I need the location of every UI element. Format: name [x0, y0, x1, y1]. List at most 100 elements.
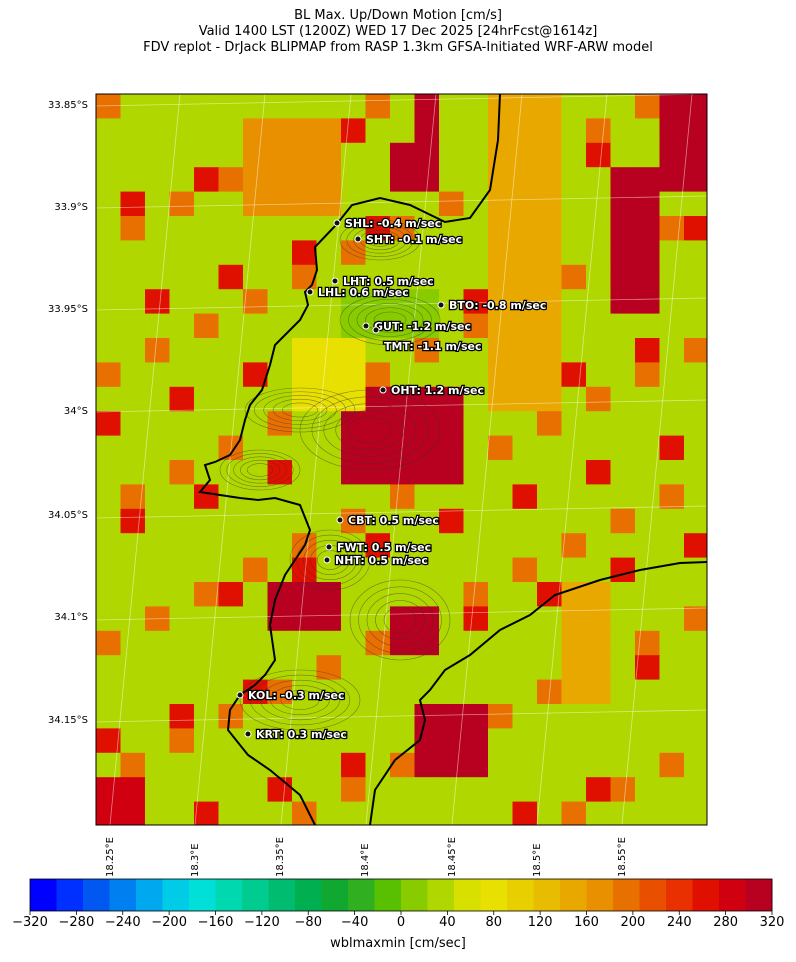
lon-label-1: 18.25°E — [105, 837, 116, 877]
grid-cell — [684, 362, 707, 388]
grid-cell — [684, 484, 707, 510]
grid-cell — [537, 435, 563, 461]
grid-cell — [488, 240, 514, 266]
grid-cell — [561, 801, 587, 825]
station-marker — [306, 288, 314, 296]
grid-cell — [96, 191, 122, 217]
grid-cell — [684, 777, 707, 803]
lat-label-3: 33.95°S — [48, 304, 88, 315]
grid-cell — [96, 264, 122, 290]
grid-cell — [341, 582, 367, 607]
grid-cell — [610, 191, 636, 217]
grid-cell — [586, 508, 612, 534]
grid-cell — [365, 435, 391, 461]
grid-cell — [243, 338, 269, 363]
grid-cell — [439, 801, 465, 825]
grid-cell — [463, 460, 489, 485]
grid-cell — [659, 142, 685, 168]
grid-cell — [96, 582, 122, 607]
grid-cell — [439, 289, 465, 315]
map-title-line-3: FDV replot - DrJack BLIPMAP from RASP 1.… — [143, 40, 653, 55]
grid-cell — [267, 533, 293, 559]
grid-cell — [463, 777, 489, 803]
grid-cell — [267, 704, 293, 729]
grid-cell — [96, 118, 122, 144]
grid-cell — [145, 386, 171, 412]
terrain-contour — [239, 669, 361, 731]
grid-cell — [659, 240, 685, 266]
grid-cell — [512, 777, 538, 803]
grid-cell — [561, 728, 587, 754]
grid-cell — [463, 94, 489, 119]
grid-cell — [684, 264, 707, 290]
grid-cell — [561, 386, 587, 412]
grid-cell — [169, 777, 195, 803]
grid-cell — [463, 142, 489, 168]
grid-cell — [316, 167, 342, 193]
grid-cell — [316, 801, 342, 825]
grid-cell — [537, 460, 563, 485]
grid-cell — [292, 801, 318, 825]
grid-cell — [610, 630, 636, 656]
grid-cell — [267, 313, 293, 339]
grid-cell — [414, 240, 440, 266]
grid-cell — [537, 313, 563, 339]
grid-cell — [463, 533, 489, 559]
grid-cell — [512, 728, 538, 754]
grid-cell — [194, 752, 220, 778]
grid-cell — [635, 289, 661, 315]
grid-cell — [439, 655, 465, 681]
grid-cell — [96, 216, 122, 241]
colorbar-swatch — [401, 879, 428, 911]
terrain-contour — [366, 233, 394, 247]
grid-cell — [292, 679, 318, 705]
grid-cell — [390, 728, 416, 754]
terrain-contour — [366, 593, 434, 647]
grid-cell — [586, 533, 612, 559]
terrain-contour — [263, 395, 337, 425]
grid-cell — [512, 167, 538, 193]
colorbar-swatch — [427, 879, 455, 911]
grid-cell — [561, 289, 587, 315]
terrain-contour — [349, 579, 451, 661]
grid-cell — [96, 606, 122, 632]
grid-cell — [120, 679, 146, 705]
terrain-contour — [383, 606, 417, 634]
grid-cell — [561, 460, 587, 485]
grid-cell — [194, 362, 220, 388]
grid-cell — [96, 313, 122, 339]
grid-cell — [96, 704, 122, 729]
grid-cell — [218, 630, 244, 656]
grid-cell — [635, 606, 661, 632]
grid-cell — [341, 362, 367, 388]
grid-cell — [561, 313, 587, 339]
grid-cell — [635, 94, 661, 119]
grid-cell — [316, 655, 342, 681]
grid-cell — [561, 777, 587, 803]
grid-cell — [659, 606, 685, 632]
grid-cell — [635, 167, 661, 193]
grid-cell — [610, 411, 636, 437]
grid-cell — [169, 411, 195, 437]
station-label: KRT: 0.3 m/sec — [256, 728, 347, 741]
station-label: GUT: -1.2 m/sec — [374, 320, 471, 333]
grid-cell — [341, 801, 367, 825]
grid-cell — [684, 460, 707, 485]
grid-cell — [218, 386, 244, 412]
grid-cell — [610, 460, 636, 485]
grid-cell — [561, 118, 587, 144]
grid-cell — [414, 289, 440, 315]
grid-cell — [512, 752, 538, 778]
grid-cell — [488, 362, 514, 388]
grid-cell — [341, 94, 367, 119]
grid-cell — [341, 118, 367, 144]
grid-cell — [439, 630, 465, 656]
grid-cell — [145, 752, 171, 778]
colorbar-swatch — [374, 879, 402, 911]
grid-cell — [145, 191, 171, 217]
grid-cell — [512, 118, 538, 144]
grid-cell — [341, 728, 367, 754]
grid-cell — [561, 484, 587, 510]
grid-cell — [390, 582, 416, 607]
colorbar-swatch — [162, 879, 190, 911]
